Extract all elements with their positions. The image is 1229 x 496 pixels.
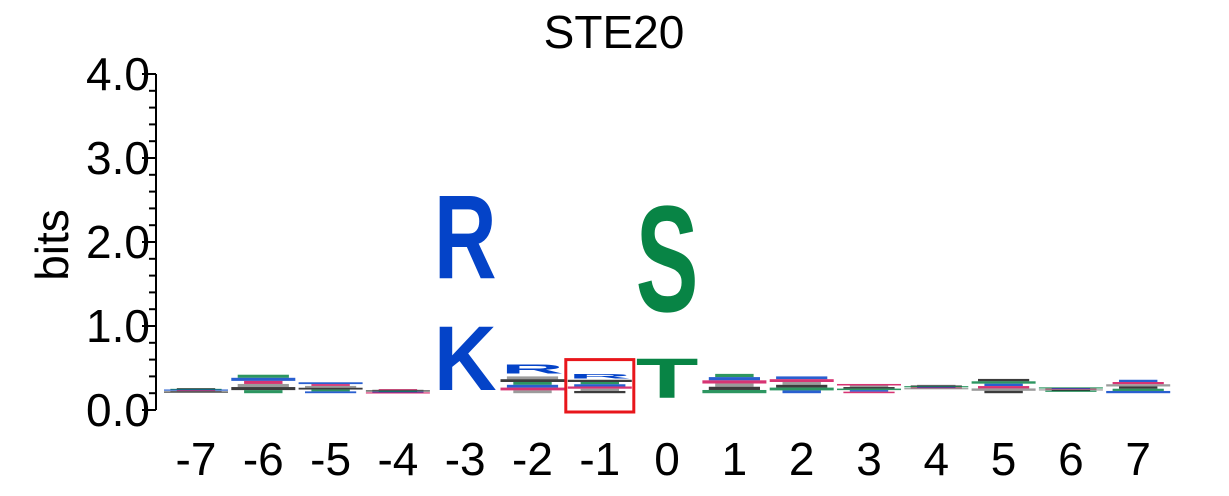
minor-letter-stripe [715, 374, 753, 377]
minor-letter-stripe [850, 390, 888, 392]
minor-letter-stripe [776, 376, 827, 379]
minor-letter-stripe [702, 390, 766, 393]
x-tick-label: 7 [1125, 433, 1151, 485]
minor-letter-stripe [513, 382, 551, 385]
minor-letter-stripe [837, 384, 901, 386]
x-axis: -7 -6 -5 -4 -3 -2 -1 0 1 2 3 4 5 6 7 [176, 433, 1151, 485]
x-tick-label: 1 [722, 433, 748, 485]
minor-letter-stripe [244, 390, 282, 393]
minor-letter-stripe [709, 377, 760, 380]
x-tick-label: 3 [856, 433, 882, 485]
x-tick-label: -2 [512, 433, 553, 485]
logo-letter: S [636, 174, 699, 343]
y-axis: 0.0 1.0 2.0 3.0 4.0 [86, 48, 156, 436]
minor-letter-stripe [843, 392, 894, 394]
x-tick-label: 6 [1058, 433, 1084, 485]
minor-letter-stripe [568, 380, 632, 382]
minor-letter-stripe [702, 380, 766, 383]
minor-letter-stripe [770, 388, 834, 391]
minor-letter-stripe [850, 386, 888, 388]
minor-letter-stripe [1106, 391, 1170, 393]
minor-letter-stripe [305, 391, 356, 393]
minor-letter-stripe [776, 385, 827, 388]
minor-letter-stripe [972, 388, 1036, 390]
minor-letter-stripe [581, 389, 619, 391]
x-tick-label: 0 [654, 433, 680, 485]
minor-letter-stripe [1119, 380, 1157, 382]
minor-letter-stripe [1045, 391, 1096, 392]
minor-letter-stripe [1113, 389, 1164, 391]
x-tick-label: 4 [924, 433, 950, 485]
x-tick-label: -6 [243, 433, 284, 485]
minor-letter-stripe [574, 391, 625, 393]
y-tick-label: 3.0 [86, 132, 150, 184]
minor-letter-stripe [984, 384, 1022, 386]
minor-letter-stripe [568, 386, 632, 388]
x-tick-label: -7 [176, 433, 217, 485]
y-tick-label: 4.0 [86, 48, 150, 100]
minor-letter-stripe [715, 384, 753, 387]
minor-letter-stripe [978, 379, 1029, 381]
x-tick-label: -3 [445, 433, 486, 485]
x-tick-label: 2 [789, 433, 815, 485]
minor-letter-stripe [311, 390, 349, 392]
minor-letter-stripe [299, 382, 363, 384]
minor-letter-stripe [1106, 384, 1170, 386]
y-tick-label: 1.0 [86, 300, 150, 352]
y-tick-label: 0.0 [86, 384, 150, 436]
minor-letter-stripe [574, 384, 625, 386]
minor-letter-stripe [709, 387, 760, 390]
minor-letter-stripe [299, 388, 363, 390]
minor-letter-stripe [238, 384, 289, 387]
minor-letter-stripe [231, 387, 295, 390]
minor-letter-stripe [305, 386, 356, 388]
minor-letter-stripe [507, 376, 558, 379]
minor-letter-stripe [244, 381, 282, 384]
x-tick-label: -4 [377, 433, 418, 485]
x-tick-label: 5 [991, 433, 1017, 485]
minor-letter-stripe [972, 381, 1036, 383]
minor-letter-stripe [783, 390, 821, 393]
logo-letter: K [434, 307, 497, 410]
y-tick-label: 2.0 [86, 216, 150, 268]
minor-letter-stripe [770, 379, 834, 382]
minor-letter-stripe [984, 391, 1022, 393]
minor-letter-stripe [1113, 382, 1164, 384]
minor-letter-stripe [311, 384, 349, 386]
minor-letter-stripe [783, 382, 821, 385]
minor-letter-stripe [501, 379, 565, 382]
y-axis-label: bits [26, 209, 78, 281]
minor-letter-stripe [164, 391, 228, 392]
minor-letter-stripe [231, 378, 295, 381]
logo-letter: R [434, 171, 497, 305]
minor-letter-stripe [904, 388, 968, 389]
logo-letter: R [568, 373, 631, 380]
minor-letter-stripe [581, 382, 619, 384]
minor-letter-stripe [501, 388, 565, 391]
x-tick-label: -1 [579, 433, 620, 485]
minor-letter-stripe [513, 390, 551, 393]
logo-letter: T [636, 347, 699, 410]
x-tick-label: -5 [310, 433, 351, 485]
minor-letter-stripe [978, 386, 1029, 388]
minor-letter-stripe [366, 392, 430, 393]
minor-letter-stripe [837, 389, 901, 391]
logo-letter: R [501, 362, 564, 376]
minor-letter-stripe [1119, 386, 1157, 388]
chart-title: STE20 [544, 6, 685, 58]
minor-letter-stripe [507, 385, 558, 388]
minor-letter-stripe [843, 387, 894, 389]
minor-letter-stripe [238, 375, 289, 378]
